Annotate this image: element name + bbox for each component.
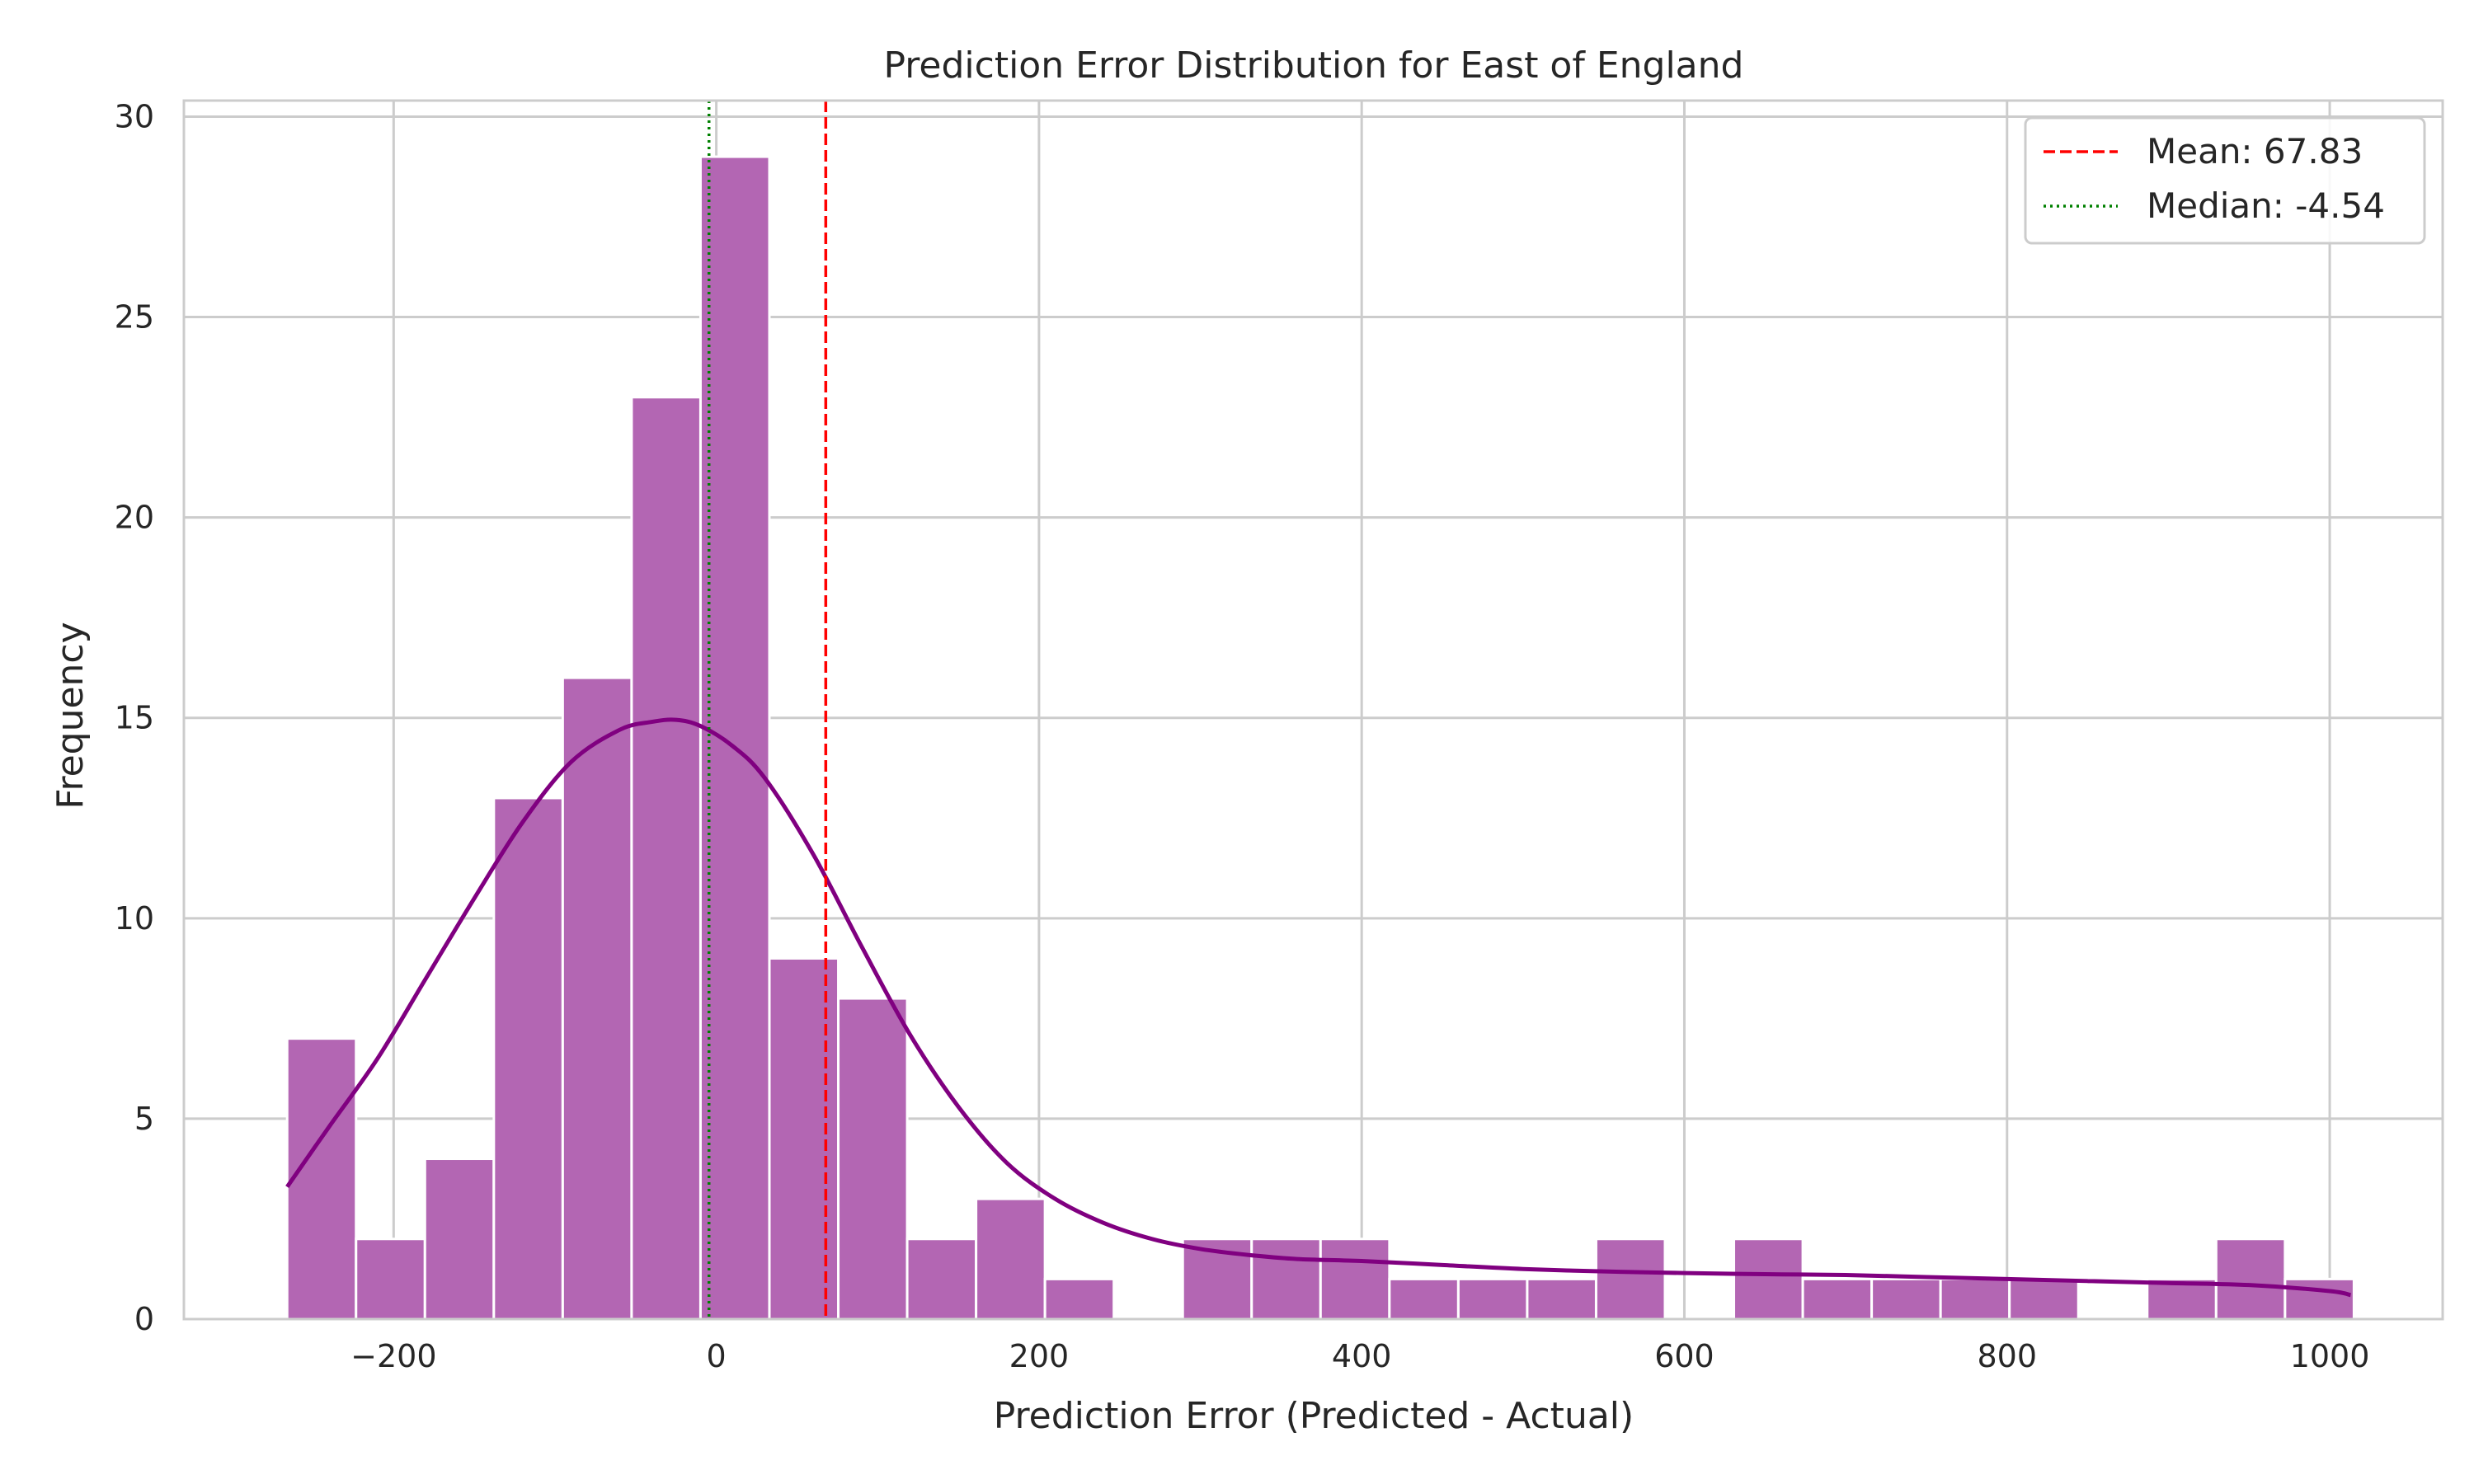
histogram-bar: [1250, 1237, 1322, 1321]
histogram-bar: [1043, 1277, 1116, 1321]
x-tick-label: 600: [1654, 1338, 1714, 1374]
histogram-bar: [492, 796, 564, 1321]
y-tick-labels: 0 5 10 15 20 25 30: [115, 98, 154, 1337]
histogram-bar: [2008, 1277, 2080, 1321]
histogram-bar: [1733, 1237, 1804, 1321]
histogram-bar: [975, 1197, 1047, 1321]
histogram-bar: [561, 676, 633, 1321]
y-tick-label: 5: [134, 1101, 154, 1137]
histogram-bar: [905, 1237, 978, 1321]
histogram-bar: [1526, 1277, 1597, 1321]
x-tick-label: −200: [350, 1338, 436, 1374]
histogram-bar: [285, 1037, 358, 1321]
legend-median-label: Median: -4.54: [2147, 186, 2385, 226]
kde-curve: [285, 717, 2352, 1298]
histogram-bar: [355, 1237, 426, 1321]
legend-mean-label: Mean: 67.83: [2147, 131, 2363, 171]
y-axis-label: Frequency: [49, 622, 92, 809]
y-tick-label: 25: [115, 299, 154, 336]
x-tick-labels: −200 0 200 400 600 800 1000: [350, 1338, 2369, 1374]
y-tick-label: 0: [134, 1301, 154, 1337]
histogram-bar: [630, 396, 702, 1321]
histogram-bar: [2284, 1277, 2355, 1321]
y-tick-label: 20: [115, 500, 154, 536]
histogram-bar: [1319, 1237, 1391, 1321]
y-tick-label: 10: [115, 900, 154, 937]
histogram-bar: [1456, 1277, 1529, 1321]
x-tick-label: 400: [1332, 1338, 1392, 1374]
x-tick-label: 0: [707, 1338, 727, 1374]
histogram-bar: [1594, 1237, 1667, 1321]
axes-frame: [182, 99, 2444, 1321]
legend-box: [2024, 116, 2426, 245]
histogram-bar: [1870, 1277, 1942, 1321]
histogram-bar: [1388, 1277, 1460, 1321]
x-tick-label: 200: [1009, 1338, 1070, 1374]
x-axis-label: Prediction Error (Predicted - Actual): [994, 1395, 1634, 1437]
histogram-bar: [837, 997, 909, 1321]
x-tick-label: 1000: [2290, 1338, 2370, 1374]
histogram-bar: [698, 155, 771, 1321]
chart-title: Prediction Error Distribution for East o…: [884, 45, 1744, 87]
histogram-bar: [1939, 1277, 2011, 1321]
y-tick-label: 30: [115, 98, 154, 134]
histogram-bar: [1801, 1277, 1874, 1321]
histogram-bar: [423, 1158, 496, 1321]
legend: Mean: 67.83 Median: -4.54: [2024, 116, 2426, 245]
histogram-bar: [768, 956, 840, 1321]
y-tick-label: 15: [115, 700, 154, 736]
histogram-bar: [2214, 1237, 2287, 1321]
x-tick-label: 800: [1977, 1338, 2037, 1374]
